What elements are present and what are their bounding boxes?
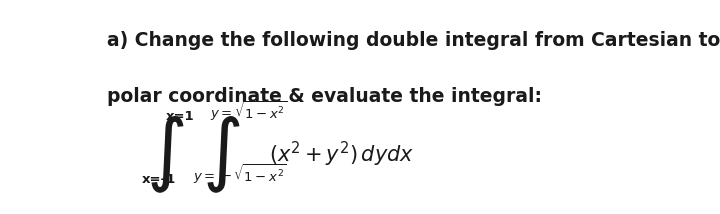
Text: $\int$: $\int$ <box>202 114 240 195</box>
Text: $(x^2 + y^2)\,dydx$: $(x^2 + y^2)\,dydx$ <box>269 140 414 169</box>
Text: a) Change the following double integral from Cartesian to: a) Change the following double integral … <box>107 31 720 50</box>
Text: x=1: x=1 <box>166 110 194 123</box>
Text: $\int$: $\int$ <box>146 114 184 195</box>
Text: $y=-\sqrt{1-x^2}$: $y=-\sqrt{1-x^2}$ <box>193 162 287 186</box>
Text: $y=\sqrt{1-x^2}$: $y=\sqrt{1-x^2}$ <box>210 99 288 123</box>
Text: x=-1: x=-1 <box>141 172 176 186</box>
Text: polar coordinate & evaluate the integral:: polar coordinate & evaluate the integral… <box>107 87 541 106</box>
